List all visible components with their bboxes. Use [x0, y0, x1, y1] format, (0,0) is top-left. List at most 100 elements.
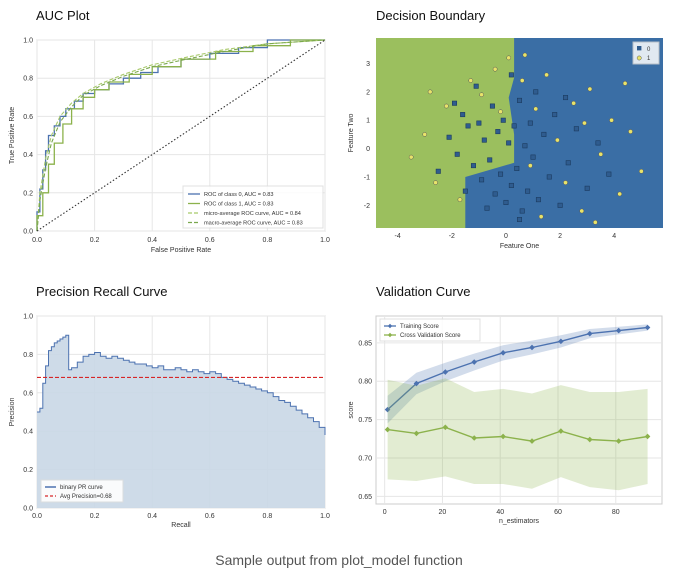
x-tick-label: 1.0: [320, 513, 330, 520]
x-tick-label: 0: [383, 509, 387, 516]
legend-label: Training Score: [400, 324, 439, 330]
point-class-1: [533, 106, 539, 112]
y-tick-label: 0.4: [23, 152, 33, 159]
point-class-0: [573, 126, 579, 132]
point-class-0: [517, 216, 523, 222]
legend-label: Avg Precision=0.68: [60, 494, 112, 500]
y-tick-label: -2: [364, 203, 370, 210]
score-marker: [615, 327, 622, 334]
y-tick-label: 0.65: [358, 494, 372, 501]
point-class-1: [519, 78, 525, 83]
point-class-0: [508, 182, 514, 188]
chart-title: Precision Recall Curve: [36, 284, 168, 299]
validation-curve-panel: Validation Curve 0 20 40 60 80 0.65 0.70 0.75 0.…: [339, 270, 678, 540]
point-class-1: [444, 103, 449, 109]
point-class-0: [484, 205, 490, 211]
legend-marker: [387, 332, 393, 338]
x-tick-label: 0.0: [32, 237, 42, 244]
score-marker: [558, 428, 564, 434]
auc-chart: 0.0 0.2 0.4 0.6 0.8 1.0 0.0 0.2 0.4 0.6 0.8 1.0 Fals…: [9, 38, 330, 255]
point-class-1: [498, 109, 503, 115]
y-axis-label: True Positive Rate: [9, 107, 16, 164]
point-class-1: [433, 180, 438, 185]
point-class-1: [479, 92, 484, 98]
point-class-1: [408, 154, 414, 160]
legend-label: 1: [647, 56, 651, 62]
y-tick-label: 0.8: [23, 352, 33, 359]
point-class-0: [563, 95, 569, 101]
point-class-0: [606, 171, 612, 177]
point-class-0: [517, 97, 523, 103]
decision-boundary-panel: Decision Boundary -4 -2 0 2 4 -2 -1 0 1 2 3 Feature…: [339, 0, 678, 270]
x-tick-label: 0.0: [32, 513, 42, 520]
y-tick-label: 0.2: [23, 467, 33, 474]
x-tick-label: 0.6: [205, 237, 215, 244]
x-tick-label: -4: [395, 233, 401, 240]
point-class-0: [546, 174, 552, 180]
chart-title: AUC Plot: [36, 8, 90, 23]
point-class-0: [479, 177, 485, 183]
point-class-0: [595, 140, 601, 146]
x-tick-label: -2: [449, 233, 455, 240]
y-tick-label: 0.70: [358, 455, 372, 462]
legend-swatch: [637, 46, 642, 51]
precision-recall-panel: Precision Recall Curve 0.0 0.2 0.4 0.6 0.8 1.…: [0, 270, 339, 540]
point-class-1: [457, 197, 463, 202]
legend-label: Cross Validation Score: [400, 333, 461, 339]
x-tick-label: 2: [558, 233, 562, 240]
point-class-0: [481, 137, 487, 143]
legend-swatch: [636, 55, 642, 61]
point-class-1: [506, 55, 512, 61]
y-tick-label: 1.0: [23, 38, 33, 45]
point-class-0: [584, 185, 590, 191]
score-marker: [558, 338, 564, 345]
x-axis-label: Feature One: [500, 243, 539, 250]
point-class-0: [519, 208, 525, 214]
chart-title: Validation Curve: [376, 284, 471, 299]
score-marker: [500, 350, 506, 356]
y-tick-label: 0: [366, 146, 370, 153]
legend-label: macro-average ROC curve, AUC = 0.83: [204, 221, 303, 227]
point-class-0: [535, 197, 541, 203]
roc-line: [36, 39, 326, 232]
point-class-1: [527, 163, 533, 168]
roc-line: [36, 39, 326, 232]
point-class-1: [638, 168, 644, 174]
score-line: [387, 326, 648, 411]
point-class-1: [522, 52, 528, 58]
point-class-1: [579, 208, 585, 214]
point-class-0: [533, 89, 539, 95]
y-tick-label: 0.0: [23, 229, 33, 236]
legend-box: [632, 41, 660, 65]
chart-title: Decision Boundary: [376, 8, 486, 23]
point-class-0: [476, 120, 482, 126]
score-marker: [442, 424, 449, 431]
x-tick-label: 0.8: [263, 513, 273, 520]
point-class-1: [544, 72, 549, 78]
y-tick-label: 2: [366, 89, 370, 96]
point-class-0: [446, 134, 452, 140]
figure-caption: Sample output from plot_model function: [215, 552, 463, 568]
score-marker: [442, 369, 449, 375]
point-class-1: [587, 86, 593, 92]
point-class-0: [492, 191, 498, 197]
point-class-0: [557, 202, 563, 208]
point-class-1: [538, 214, 544, 220]
point-class-1: [617, 191, 623, 197]
legend-marker: [387, 323, 393, 329]
y-axis-label: score: [348, 401, 355, 418]
point-class-0: [489, 103, 495, 109]
y-tick-label: 3: [366, 61, 370, 68]
y-tick-label: 0.80: [358, 379, 372, 386]
y-tick-label: 1.0: [23, 314, 33, 321]
y-tick-label: 0.2: [23, 190, 33, 197]
plot-area: [375, 315, 663, 505]
score-marker: [586, 330, 593, 337]
point-class-0: [530, 154, 536, 160]
y-tick-label: 0.8: [23, 76, 33, 83]
legend-label: binary PR curve: [60, 485, 103, 491]
point-class-0: [506, 140, 512, 146]
x-tick-label: 40: [496, 509, 504, 516]
score-marker: [500, 433, 506, 440]
score-marker: [471, 435, 478, 441]
